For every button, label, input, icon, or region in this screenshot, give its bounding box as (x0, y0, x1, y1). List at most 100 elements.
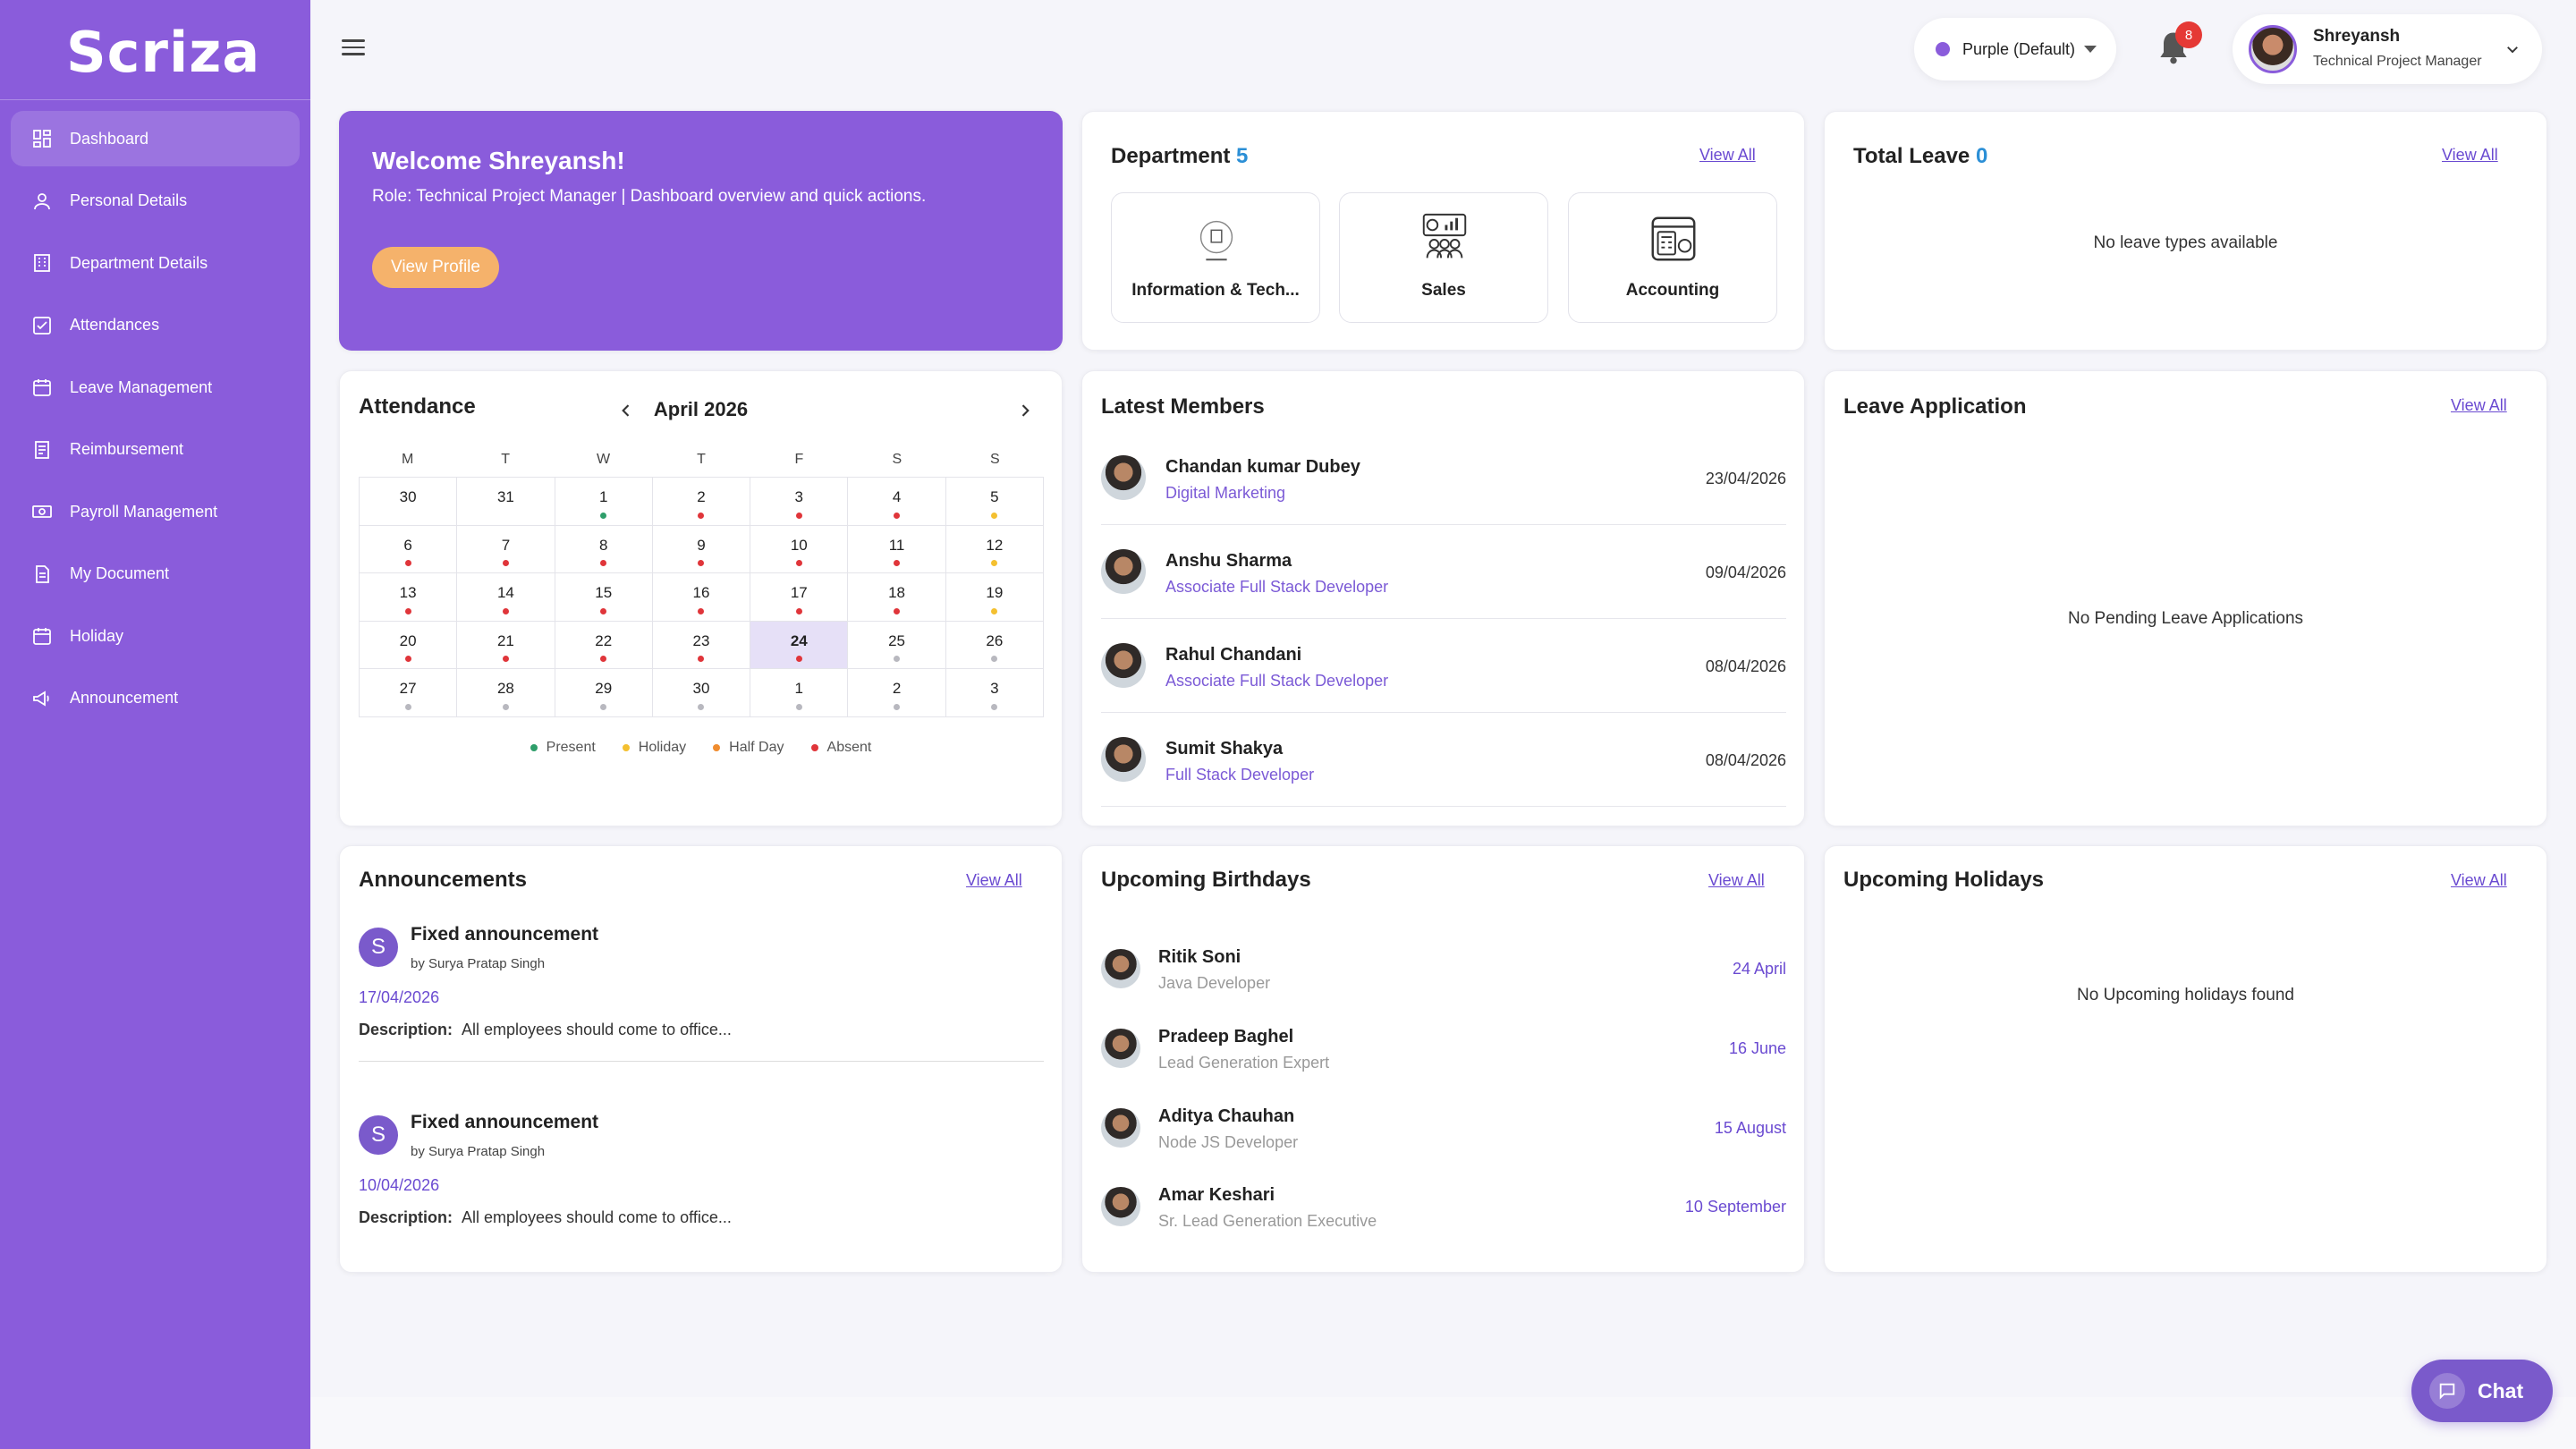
theme-selector[interactable]: Purple (Default) (1914, 18, 2116, 80)
dashboard-icon (30, 127, 54, 150)
sidebar-item-payroll-management[interactable]: Payroll Management (11, 484, 300, 539)
calendar-day[interactable]: 9 (652, 525, 751, 573)
calendar-day[interactable]: 29 (555, 669, 653, 717)
calendar-day[interactable]: 4 (848, 478, 946, 526)
calendar-day[interactable]: 18 (848, 573, 946, 622)
department-tile-accounting[interactable]: Accounting (1568, 192, 1777, 323)
calendar-day-today[interactable]: 24 (750, 621, 849, 669)
view-profile-button[interactable]: View Profile (372, 247, 499, 288)
calendar-day[interactable]: 1 (750, 669, 849, 717)
sidebar-item-holiday[interactable]: Holiday (11, 608, 300, 664)
sidebar-item-announcement[interactable]: Announcement (11, 671, 300, 726)
user-menu[interactable]: Shreyansh Technical Project Manager (2233, 14, 2542, 84)
calendar-day-number: 16 (692, 584, 710, 601)
announcement-title: Fixed announcement (411, 924, 599, 945)
calendar-day[interactable]: 16 (652, 573, 751, 622)
calendar-day-number: 30 (399, 488, 417, 505)
sidebar-item-label: Department Details (70, 253, 208, 272)
calendar-day[interactable]: 23 (652, 621, 751, 669)
calendar-day[interactable]: 30 (652, 669, 751, 717)
calendar-day[interactable]: 25 (848, 621, 946, 669)
theme-color-dot (1936, 42, 1950, 56)
checkbox-icon (30, 314, 54, 337)
total-leave-view-all-link[interactable]: View All (2442, 146, 2498, 164)
calendar-day[interactable]: 15 (555, 573, 653, 622)
sidebar-item-my-document[interactable]: My Document (11, 547, 300, 602)
list-item[interactable]: Pradeep Baghel Lead Generation Expert 16… (1101, 1016, 1786, 1095)
calendar-day[interactable]: 19 (945, 573, 1044, 622)
chevron-down-icon (2507, 47, 2518, 54)
member-name: Rahul Chandani (1165, 645, 1302, 665)
calendar-day[interactable]: 3 (750, 478, 849, 526)
avatar (1101, 1108, 1140, 1148)
calendar-day[interactable]: 17 (750, 573, 849, 622)
legend-dot (530, 744, 538, 751)
list-item[interactable]: Amar Keshari Sr. Lead Generation Executi… (1101, 1174, 1786, 1253)
calendar-day[interactable]: 21 (457, 621, 555, 669)
department-view-all-link[interactable]: View All (1699, 146, 1756, 164)
calendar-day-number: 18 (888, 584, 906, 601)
calendar-day[interactable]: 28 (457, 669, 555, 717)
department-tile-it[interactable]: Information & Tech... (1111, 192, 1320, 323)
calendar-day[interactable]: 10 (750, 525, 849, 573)
list-item[interactable]: Chandan kumar Dubey Digital Marketing 23… (1101, 432, 1786, 525)
calendar-day[interactable]: 7 (457, 525, 555, 573)
member-date: 08/04/2026 (1705, 657, 1786, 675)
calendar-day[interactable]: 20 (360, 621, 458, 669)
member-date: 08/04/2026 (1705, 751, 1786, 769)
calendar-day[interactable]: 6 (360, 525, 458, 573)
calendar-day-number: 15 (595, 584, 613, 601)
announcement-item[interactable]: S Fixed announcement by Surya Pratap Sin… (359, 1112, 1044, 1250)
chat-button[interactable]: Chat (2411, 1360, 2553, 1422)
sidebar-item-department-details[interactable]: Department Details (11, 235, 300, 291)
calendar-day[interactable]: 26 (945, 621, 1044, 669)
calendar-day[interactable]: 14 (457, 573, 555, 622)
calendar-day[interactable]: 8 (555, 525, 653, 573)
calendar-day[interactable]: 31 (457, 478, 555, 526)
leave-application-view-all-link[interactable]: View All (2451, 396, 2507, 414)
holidays-view-all-link[interactable]: View All (2451, 871, 2507, 889)
calendar-day[interactable]: 5 (945, 478, 1044, 526)
calendar-day[interactable]: 11 (848, 525, 946, 573)
calendar-day[interactable]: 1 (555, 478, 653, 526)
list-item[interactable]: Anshu Sharma Associate Full Stack Develo… (1101, 526, 1786, 619)
calendar-day-number: 1 (598, 488, 608, 505)
calendar-day[interactable]: 30 (360, 478, 458, 526)
attendance-status-dot (502, 656, 509, 662)
megaphone-icon (30, 687, 54, 710)
member-role: Digital Marketing (1165, 484, 1286, 502)
legend-item: Present (530, 740, 596, 756)
chevron-left-icon[interactable] (617, 400, 635, 421)
attendance-status-dot (795, 607, 802, 614)
list-item[interactable]: Ritik Soni Java Developer 24 April (1101, 936, 1786, 1015)
announcements-view-all-link[interactable]: View All (966, 871, 1022, 889)
menu-toggle-icon[interactable] (342, 39, 365, 57)
birthdays-view-all-link[interactable]: View All (1708, 871, 1765, 889)
legend-label: Holiday (638, 740, 687, 755)
calendar-day[interactable]: 12 (945, 525, 1044, 573)
attendance-status-dot (894, 512, 901, 519)
announcement-item[interactable]: S Fixed announcement by Surya Pratap Sin… (359, 924, 1044, 1062)
sidebar-item-dashboard[interactable]: Dashboard (11, 111, 300, 166)
sidebar-item-personal-details[interactable]: Personal Details (11, 174, 300, 229)
calendar-day[interactable]: 13 (360, 573, 458, 622)
department-tile-sales[interactable]: Sales (1339, 192, 1548, 323)
attendance-status-dot (600, 512, 607, 519)
sidebar-item-attendances[interactable]: Attendances (11, 298, 300, 353)
calendar-day[interactable]: 3 (945, 669, 1044, 717)
birthday-date: 10 September (1684, 1198, 1786, 1216)
chevron-right-icon[interactable] (1016, 400, 1034, 421)
calendar-day[interactable]: 2 (652, 478, 751, 526)
sidebar-item-reimbursement[interactable]: Reimbursement (11, 422, 300, 478)
brand-logo[interactable]: Scriza (66, 20, 261, 85)
list-item[interactable]: Rahul Chandani Associate Full Stack Deve… (1101, 620, 1786, 713)
list-item[interactable]: Aditya Chauhan Node JS Developer 15 Augu… (1101, 1096, 1786, 1174)
calendar-day[interactable]: 22 (555, 621, 653, 669)
list-item[interactable]: Sumit Shakya Full Stack Developer 08/04/… (1101, 714, 1786, 807)
calendar-day[interactable]: 2 (848, 669, 946, 717)
sidebar-item-leave-management[interactable]: Leave Management (11, 360, 300, 415)
calendar-day[interactable]: 27 (360, 669, 458, 717)
member-name: Anshu Sharma (1165, 551, 1292, 571)
sidebar-item-label: Reimbursement (70, 440, 184, 458)
accounting-icon (1651, 216, 1696, 261)
